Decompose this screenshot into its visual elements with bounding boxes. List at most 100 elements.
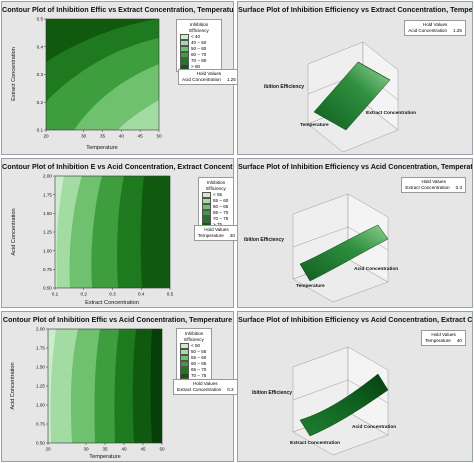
hold-values-box: Hold Values Temperature 40 xyxy=(421,330,466,346)
x-tick-label: 20 xyxy=(43,134,49,139)
y-ticks: 0.50 0.75 1.00 1.25 1.50 1.75 2.00 xyxy=(36,327,48,446)
y-tick-label: 0.1 xyxy=(37,128,44,133)
x-axis-label: Temperature xyxy=(300,122,329,128)
hold-name: Acid Concentration xyxy=(182,77,221,82)
panel-title: Surface Plot of Inhibition Efficiency vs… xyxy=(238,5,472,14)
legend-item: 60 – 65 xyxy=(180,360,208,367)
panel-title: Contour Plot of Inhibition Effic vs Extr… xyxy=(2,5,233,14)
hold-value: 40 xyxy=(229,233,235,238)
legend: Inhibition Efficiency < 40 40 – 50 50 – … xyxy=(176,19,222,73)
x-tick-label: 35 xyxy=(100,134,106,139)
hold-title: Hold Values xyxy=(422,22,448,27)
hold-values-box: Hold Values Acid Concentration 1.25 xyxy=(178,69,240,85)
contour-region xyxy=(55,176,82,288)
hold-title: Hold Values xyxy=(421,179,446,184)
legend-item: < 55 xyxy=(202,191,230,198)
legend-title-2: Efficiency xyxy=(189,27,209,33)
y-tick-label: 0.3 xyxy=(37,72,44,77)
hold-name: Extract Concentration xyxy=(177,387,222,392)
contour-plot-3: 20 30 35 40 45 50 0.50 0.75 1.00 1.25 1.50 1.75 2.0… xyxy=(10,327,165,460)
z-axis-label: ibition Efficiency xyxy=(244,237,284,243)
x-tick-label: 40 xyxy=(121,447,127,452)
x-tick-label: 20 xyxy=(45,447,51,452)
legend-item: 40 – 50 xyxy=(180,39,218,46)
hold-values-box: Hold Values Temperature 40 xyxy=(194,225,239,241)
y-tick-label: 0.4 xyxy=(37,44,44,49)
y-tick-label: 1.25 xyxy=(43,230,52,235)
surface-plot-2: ibition Efficiency Temperature Acid Conc… xyxy=(244,193,398,303)
hold-value: 0.3 xyxy=(455,185,462,190)
y-axis-label: Extract Concentration xyxy=(11,47,17,101)
y-tick-label: 1.50 xyxy=(43,211,52,216)
x-ticks: 0.1 0.2 0.3 0.4 0.5 xyxy=(52,288,174,297)
panel-contour-2: Contour Plot of Inhibition E vs Acid Con… xyxy=(1,158,239,308)
x-tick-label: 0.3 xyxy=(109,292,116,297)
contour-region xyxy=(48,329,56,443)
legend-title-1: Inhibition xyxy=(206,179,226,185)
hold-title: Hold Values xyxy=(193,381,218,386)
y-tick-label: 1.25 xyxy=(36,384,45,389)
y-tick-label: 0.50 xyxy=(36,441,45,446)
y-axis-label: Extract Concentration xyxy=(366,110,416,116)
surface-plot-3: ibition Efficiency Extract Concentration… xyxy=(252,346,396,456)
x-tick-label: 35 xyxy=(102,447,108,452)
hold-value: 1.25 xyxy=(226,77,236,82)
y-tick-label: 0.50 xyxy=(43,286,52,291)
hold-title: Hold Values xyxy=(204,227,229,232)
hold-name: Acid Concentration xyxy=(408,28,448,33)
y-axis-label: Acid Concentration xyxy=(354,266,398,272)
panel-title: Surface Plot of Inhibition Efficiency vs… xyxy=(238,162,472,171)
legend-item: 50 – 60 xyxy=(180,45,218,52)
legend-title-2: Efficiency xyxy=(184,336,204,342)
x-tick-label: 45 xyxy=(138,134,144,139)
panel-surface-2: Surface Plot of Inhibition Efficiency vs… xyxy=(237,158,473,308)
panel-title: Surface Plot of Inhibition Efficiency vs… xyxy=(238,315,472,324)
legend-item: < 40 xyxy=(180,33,218,40)
x-axis-label: Extract Concentration xyxy=(290,440,340,446)
hold-value: 40 xyxy=(456,338,462,343)
hold-value: 0.3 xyxy=(227,387,234,392)
legend-item: 55 – 60 xyxy=(180,354,208,361)
panel-title: Contour Plot of Inhibition E vs Acid Con… xyxy=(2,162,233,171)
y-tick-label: 1.75 xyxy=(36,346,45,351)
y-tick-label: 1.00 xyxy=(36,403,45,408)
contour-region xyxy=(48,329,78,443)
x-axis-label: Extract Concentration xyxy=(85,300,139,306)
hold-name: Temperature xyxy=(198,233,224,238)
x-axis-label: Temperature xyxy=(296,283,325,289)
x-tick-label: 50 xyxy=(159,447,165,452)
contour-region xyxy=(55,176,64,288)
legend: Inhibition Efficiency < 55 55 – 60 60 – … xyxy=(198,177,234,231)
hold-name: Temperature xyxy=(425,338,451,343)
x-tick-label: 30 xyxy=(83,447,89,452)
y-tick-label: 1.75 xyxy=(43,192,52,197)
legend-title-1: Inhibition xyxy=(189,21,209,27)
hold-values-box: Hold Values Extract Concentration 0.3 xyxy=(401,177,466,193)
x-axis-label: Temperature xyxy=(89,454,120,460)
surface-mesh xyxy=(299,373,389,437)
hold-values-box: Hold Values Acid Concentration 1.25 xyxy=(404,20,466,36)
contour-region xyxy=(46,19,159,62)
y-ticks: 0.50 0.75 1.00 1.25 1.50 1.75 2.00 xyxy=(43,174,55,291)
x-tick-label: 0.4 xyxy=(138,292,145,297)
y-tick-label: 2.00 xyxy=(36,327,45,332)
y-axis-label: Acid Concentration xyxy=(352,424,396,430)
y-axis-label: Acid Concentration xyxy=(11,208,17,255)
y-ticks: 0.1 0.2 0.3 0.4 0.5 xyxy=(37,17,46,133)
y-tick-label: 0.75 xyxy=(36,422,45,427)
x-tick-label: 0.1 xyxy=(52,292,59,297)
y-tick-label: 1.00 xyxy=(43,248,52,253)
y-tick-label: 1.50 xyxy=(36,365,45,370)
panel-contour-3: Contour Plot of Inhibition Effic vs Acid… xyxy=(1,311,238,462)
legend-item: 60 – 65 xyxy=(202,203,230,210)
panel-surface-1: Surface Plot of Inhibition Efficiency vs… xyxy=(237,1,473,155)
hold-name: Extract Concentration xyxy=(405,185,450,190)
z-axis-label: ibition Efficiency xyxy=(252,390,292,396)
y-tick-label: 0.5 xyxy=(37,17,44,22)
legend-item: 70 – 80 xyxy=(180,57,218,64)
panel-contour-1: Contour Plot of Inhibition Effic vs Extr… xyxy=(1,1,240,155)
y-tick-label: 0.75 xyxy=(43,267,52,272)
panel-surface-3: Surface Plot of Inhibition Efficiency vs… xyxy=(237,311,473,462)
legend-item: 55 – 60 xyxy=(202,197,230,204)
x-tick-label: 0.2 xyxy=(81,292,88,297)
